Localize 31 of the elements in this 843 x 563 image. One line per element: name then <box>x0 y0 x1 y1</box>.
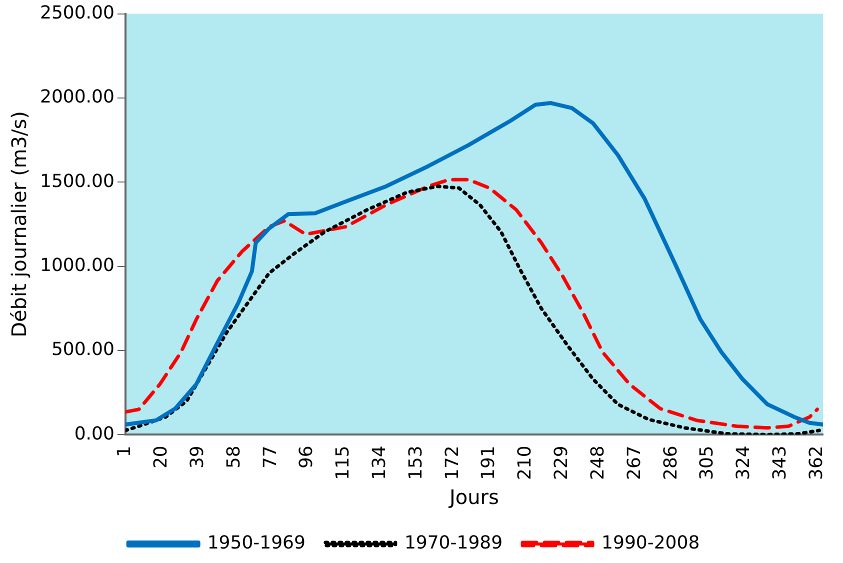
x-tick-label: 286 <box>660 446 682 480</box>
y-tick-label: 2500.00 <box>40 2 114 24</box>
x-tick-label: 58 <box>223 446 244 469</box>
x-axis-title: Jours <box>447 485 499 510</box>
x-tick-label: 77 <box>260 446 281 469</box>
y-tick-label: 1000.00 <box>40 254 114 276</box>
x-tick-label: 172 <box>442 446 463 480</box>
x-tick-label: 343 <box>770 446 791 480</box>
y-axis-title: Débit journalier (m3/s) <box>7 111 32 338</box>
x-tick-label: 96 <box>296 446 318 469</box>
y-tick-label: 0.00 <box>74 423 114 444</box>
x-tick-label: 39 <box>186 446 208 469</box>
x-tick-label: 1 <box>114 446 136 458</box>
x-tick-label: 115 <box>332 446 354 480</box>
y-tick-label: 2000.00 <box>40 86 114 108</box>
y-tick-label: 1500.00 <box>40 170 114 192</box>
x-tick-label: 229 <box>551 446 572 480</box>
x-tick-label: 248 <box>587 446 608 480</box>
legend-label: 1990-2008 <box>602 532 700 554</box>
x-tick-label: 267 <box>624 446 645 480</box>
x-tick-label: 191 <box>478 446 500 480</box>
x-tick-label: 134 <box>368 446 390 480</box>
legend-label: 1950-1969 <box>207 532 306 554</box>
x-tick-label: 362 <box>806 446 827 480</box>
x-tick-label: 20 <box>150 446 172 469</box>
x-tick-label: 153 <box>405 446 426 480</box>
legend-label: 1970-1989 <box>404 532 503 554</box>
y-tick-label: 500.00 <box>51 339 114 360</box>
x-tick-label: 305 <box>696 446 718 480</box>
x-tick-label: 324 <box>733 446 754 480</box>
x-tick-label: 210 <box>514 446 536 480</box>
